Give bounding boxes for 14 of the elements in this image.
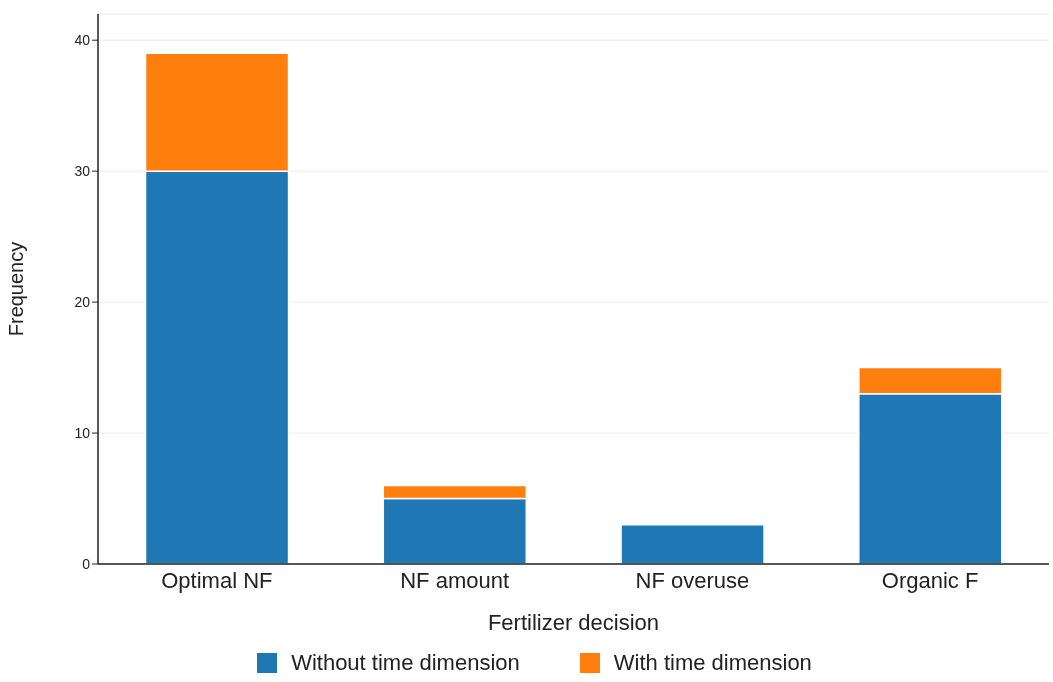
x-axis-title: Fertilizer decision [487, 610, 660, 635]
bar [620, 523, 765, 564]
y-tick-label: 20 [74, 294, 91, 311]
x-tick-label: Organic F [881, 567, 979, 593]
x-tick-label: Optimal NF [161, 567, 273, 593]
legend-label: Without time dimension [291, 650, 520, 676]
y-tick-label: 40 [74, 32, 91, 49]
legend-label: With time dimension [613, 650, 812, 676]
y-tick-label: 10 [74, 425, 91, 442]
x-tick-label: NF overuse [635, 567, 750, 593]
y-tick-label: 0 [82, 555, 91, 572]
y-tick-label: 30 [74, 163, 91, 180]
y-axis-title: Frequency [5, 241, 28, 337]
x-tick-label: NF amount [400, 567, 510, 593]
